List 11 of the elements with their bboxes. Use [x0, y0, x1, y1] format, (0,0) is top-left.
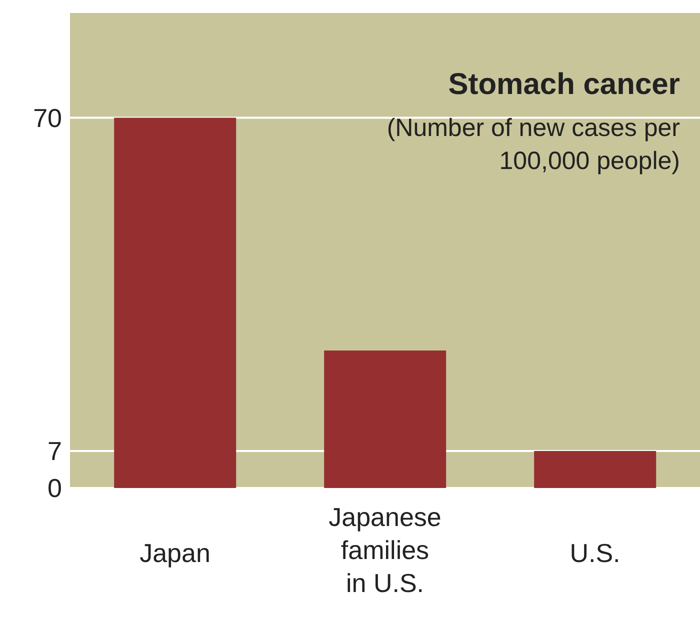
text: Stomach cancer — [447, 68, 680, 102]
y-tick-label: 0 — [48, 473, 62, 504]
text: (Number of new cases per 100,000 people) — [386, 113, 680, 176]
x-tick-label: Japanese families in U.S. — [328, 502, 442, 598]
y-tick-label: 70 — [33, 103, 62, 134]
bar — [324, 350, 446, 488]
x-tick-label: Japan — [140, 538, 210, 568]
x-tick-label: U.S. — [570, 538, 620, 568]
y-tick-label: 7 — [48, 436, 62, 466]
bar — [114, 118, 236, 488]
bar — [534, 450, 656, 488]
